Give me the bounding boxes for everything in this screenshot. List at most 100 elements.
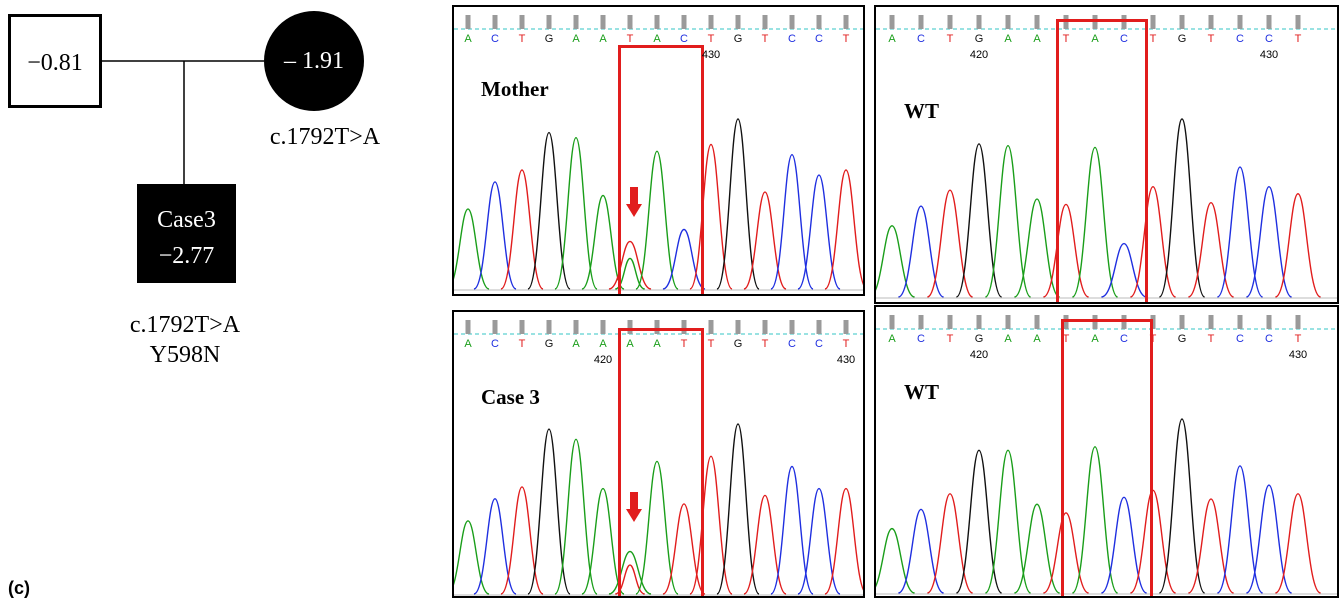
- base-call: A: [888, 33, 895, 45]
- proband-protein-change: Y598N: [110, 343, 260, 367]
- quality-bar: [1006, 15, 1011, 29]
- base-call: C: [1265, 333, 1273, 345]
- quality-bar: [763, 15, 768, 29]
- base-call: C: [788, 33, 796, 45]
- father-square: −0.81: [8, 14, 102, 108]
- quality-bar: [948, 15, 953, 29]
- trace-peak: [474, 182, 516, 289]
- base-call: A: [1033, 33, 1040, 45]
- base-call: C: [815, 338, 823, 350]
- base-position-label: 430: [1260, 49, 1278, 61]
- quality-bar: [844, 320, 849, 334]
- base-call: T: [1150, 333, 1157, 345]
- quality-bar: [547, 15, 552, 29]
- base-call: C: [1236, 33, 1244, 45]
- sample-label-case3: Case 3: [481, 385, 540, 410]
- quality-bar: [817, 320, 822, 334]
- quality-bar: [977, 15, 982, 29]
- base-call: T: [1150, 33, 1157, 45]
- variant-arrow-icon: [626, 187, 642, 217]
- quality-bar: [919, 15, 924, 29]
- sample-label-wt-bottom: WT: [904, 380, 939, 405]
- base-call: C: [680, 33, 688, 45]
- quality-bar: [1267, 15, 1272, 29]
- quality-bar: [493, 15, 498, 29]
- mother-circle: – 1.91: [264, 11, 364, 111]
- quality-bar: [520, 15, 525, 29]
- trace-peak: [876, 226, 915, 297]
- base-position-label: 430: [837, 354, 855, 366]
- base-call: G: [545, 338, 554, 350]
- quality-bar: [1296, 15, 1301, 29]
- trace-peak: [1275, 194, 1320, 297]
- quality-bar: [1267, 315, 1272, 329]
- base-call: C: [917, 33, 925, 45]
- base-call: T: [843, 33, 850, 45]
- father-value: −0.81: [11, 51, 99, 75]
- base-call: A: [653, 33, 660, 45]
- base-call: G: [734, 33, 743, 45]
- base-call: A: [1033, 333, 1040, 345]
- quality-bar: [1180, 15, 1185, 29]
- trace-peak: [825, 170, 865, 289]
- base-call: G: [975, 33, 984, 45]
- quality-bar: [736, 15, 741, 29]
- quality-bar: [890, 15, 895, 29]
- base-call: G: [1178, 333, 1187, 345]
- quality-bar: [466, 15, 471, 29]
- quality-bar: [890, 315, 895, 329]
- quality-bar: [1035, 15, 1040, 29]
- base-call: A: [1004, 33, 1011, 45]
- quality-bar: [948, 315, 953, 329]
- base-call: C: [917, 333, 925, 345]
- trace-peak: [898, 206, 943, 297]
- base-call: T: [1295, 33, 1302, 45]
- quality-bar: [601, 15, 606, 29]
- base-call: T: [708, 33, 715, 45]
- figure-panel-label: (c): [8, 578, 30, 599]
- base-call: C: [1236, 333, 1244, 345]
- base-call: T: [519, 33, 526, 45]
- trace-peak: [1275, 494, 1320, 593]
- base-call: G: [545, 33, 554, 45]
- chromatogram-case3: Case 3 A C T G A A A A T T G T C C T 420 430: [452, 310, 865, 598]
- quality-bar: [1151, 15, 1156, 29]
- quality-bar: [1006, 315, 1011, 329]
- quality-bar: [1296, 315, 1301, 329]
- trace-peak: [876, 529, 915, 593]
- base-call: T: [762, 338, 769, 350]
- quality-bar: [682, 15, 687, 29]
- base-call: T: [1063, 333, 1070, 345]
- base-call: A: [572, 33, 579, 45]
- base-call: T: [843, 338, 850, 350]
- trace-peak: [1217, 167, 1262, 297]
- base-call: C: [815, 33, 823, 45]
- trace-peak: [501, 487, 543, 594]
- quality-bar: [817, 15, 822, 29]
- chromatogram-mother: Mother A C T G A A T A C T G T C C T 430: [452, 5, 865, 296]
- quality-bar: [977, 315, 982, 329]
- mother-value: – 1.91: [264, 49, 364, 73]
- base-call: G: [975, 333, 984, 345]
- trace-peak: [1246, 485, 1291, 593]
- base-call: A: [464, 33, 471, 45]
- trace-peak: [474, 499, 516, 594]
- base-call: C: [491, 33, 499, 45]
- base-call: T: [947, 333, 954, 345]
- trace-peak: [501, 170, 543, 289]
- base-call: A: [599, 338, 606, 350]
- proband-name: Case3: [137, 208, 236, 232]
- quality-bar: [790, 15, 795, 29]
- trace-peak: [927, 494, 972, 593]
- base-position-label: 420: [970, 49, 988, 61]
- base-call: T: [1208, 333, 1215, 345]
- base-call: A: [653, 338, 660, 350]
- base-call: T: [762, 33, 769, 45]
- trace-peak: [771, 467, 813, 595]
- trace-peak: [528, 133, 570, 289]
- proband-variant: c.1792T>A: [110, 313, 260, 337]
- quality-bar: [1238, 15, 1243, 29]
- base-call: T: [681, 338, 688, 350]
- highlight-box: [1061, 319, 1153, 598]
- base-call: T: [627, 33, 634, 45]
